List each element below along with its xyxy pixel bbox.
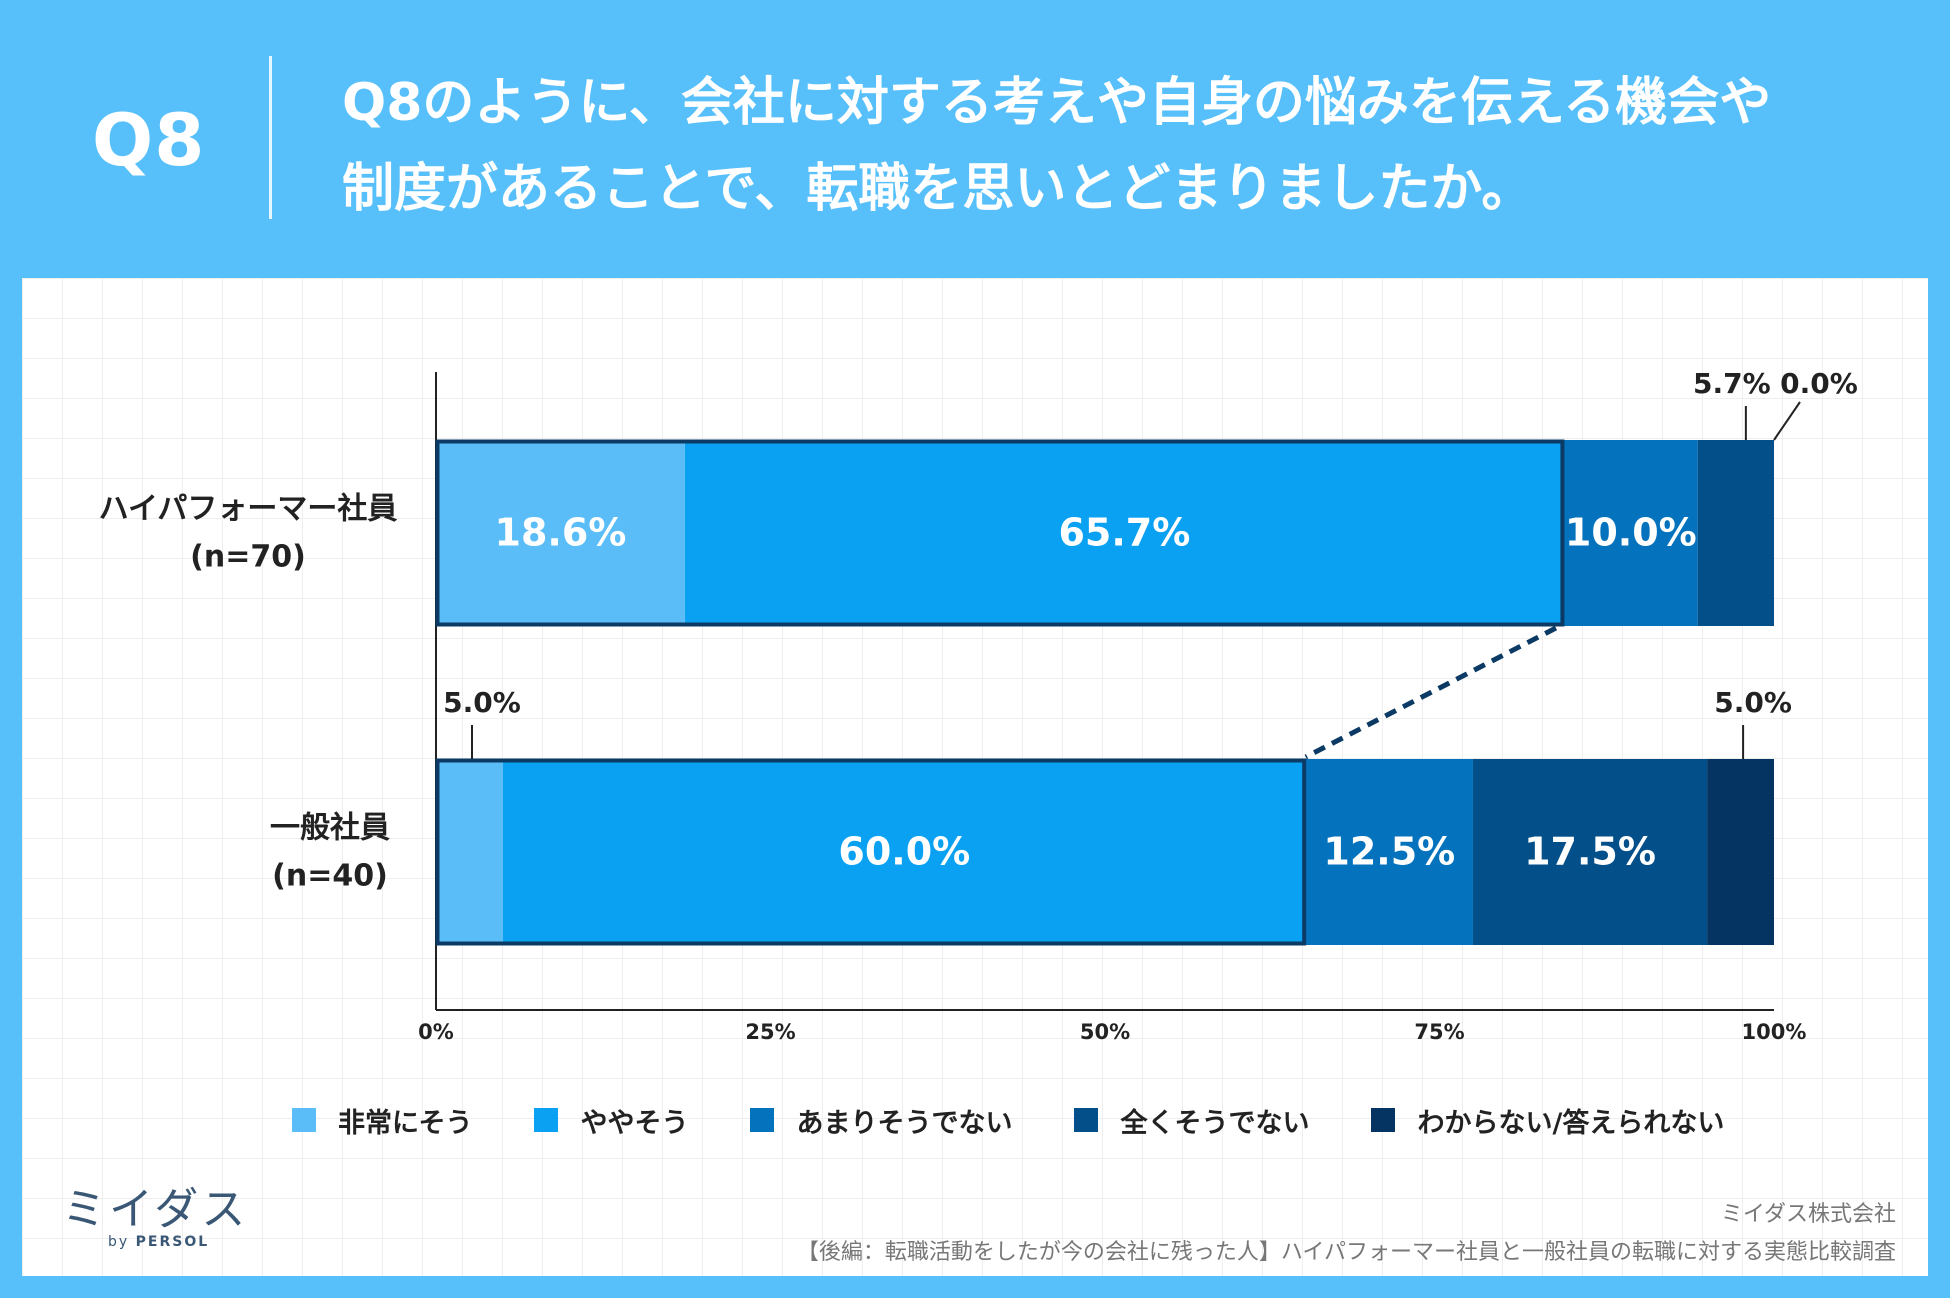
legend-label: 非常にそう [338,1107,473,1139]
bar-segment [1707,759,1774,945]
legend-swatch [750,1108,775,1132]
segment-value-label: 18.6% [495,511,627,555]
callout-value-label: 5.0% [1714,686,1792,719]
logo-byline: by PERSOL [108,1234,282,1250]
highlight-outline [435,758,1307,946]
bar-segment [1697,440,1774,626]
legend-label: ややそう [580,1107,689,1139]
survey-source: 【後編：転職活動をしたが今の会社に残った人】ハイパフォーマー社員と一般社員の転職… [796,1240,1896,1265]
category-n-label: (n=40) [272,859,388,894]
company-name: ミイダス株式会社 [1720,1202,1896,1227]
x-tick-label: 25% [745,1020,795,1044]
bar-segment [502,759,1306,945]
callout-line [1773,401,1801,441]
question-title-line-2: 制度があることで、転職を思いとどまりましたか。 [342,159,1534,219]
legend-label: あまりそうでない [796,1107,1013,1139]
category-label: ハイパフォーマー社員 [99,492,398,527]
logo-brand: PERSOL [135,1234,210,1250]
x-tick-label: 50% [1080,1020,1130,1044]
segment-value-label: 60.0% [838,830,970,874]
highlight-outline [435,439,1565,627]
legend-swatch [1074,1108,1099,1132]
question-number: Q8 [92,98,206,182]
callout-value-label: 0.0% [1780,367,1858,400]
dashed-connector [1304,625,1558,760]
logo-by: by [108,1234,130,1250]
bar-segment [1472,759,1708,945]
category-n-label: (n=70) [190,540,306,575]
segment-value-label: 10.0% [1565,511,1697,555]
segment-value-label: 12.5% [1323,830,1455,874]
bar-segment [436,759,503,945]
legend-label: わからない/答えられない [1417,1107,1725,1139]
chart-legend: 非常にそう ややそう あまりそうでない 全くそうでない わからない/答えられない [292,1100,1852,1140]
logo-wordmark: ミイダス [62,1184,249,1235]
segment-value-label: 17.5% [1524,830,1656,874]
callout-value-label: 5.7% [1693,367,1771,400]
bar-segment [1305,759,1473,945]
legend-item: あまりそうでない [750,1101,1012,1140]
question-title-line-1: Q8のように、会社に対する考えや自身の悩みを伝える機会や [342,73,1772,133]
x-tick-label: 0% [418,1020,454,1044]
bar-segment [684,440,1564,626]
legend-item: わからない/答えられない [1371,1101,1724,1140]
x-tick-label: 100% [1742,1020,1807,1044]
legend-swatch [292,1108,316,1132]
question-title: Q8のように、会社に対する考えや自身の悩みを伝える機会や 制度があることで、転職… [342,60,1932,232]
callout-value-label: 5.0% [443,686,521,719]
x-tick-label: 75% [1414,1020,1464,1044]
header-divider [269,56,272,219]
legend-item: ややそう [534,1101,688,1140]
legend-swatch [534,1108,559,1132]
legend-item: 非常にそう [292,1101,472,1140]
brand-logo: ミイダス by PERSOL [62,1186,282,1256]
legend-swatch [1371,1108,1396,1132]
legend-label: 全くそうでない [1120,1107,1310,1139]
bar-segment [436,440,685,626]
category-label: 一般社員 [270,811,390,846]
legend-item: 全くそうでない [1074,1101,1309,1140]
segment-value-label: 65.7% [1058,511,1190,555]
bar-segment [1563,440,1698,626]
